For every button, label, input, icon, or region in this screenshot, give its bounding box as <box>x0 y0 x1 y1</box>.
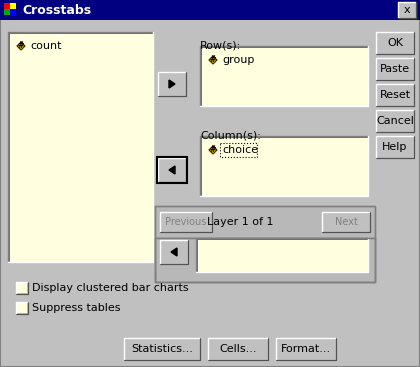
Polygon shape <box>209 56 217 64</box>
Text: #: # <box>210 55 216 65</box>
Text: x: x <box>404 5 410 15</box>
Text: Cells...: Cells... <box>219 344 257 354</box>
Text: Paste: Paste <box>380 64 410 74</box>
Polygon shape <box>169 166 175 174</box>
Bar <box>155 238 375 282</box>
Bar <box>17 283 27 293</box>
Bar <box>155 206 375 282</box>
Bar <box>376 84 414 106</box>
Bar <box>10 9 16 15</box>
Text: Help: Help <box>382 142 408 152</box>
Bar <box>16 302 28 314</box>
Text: Suppress tables: Suppress tables <box>32 303 121 313</box>
Text: #: # <box>210 145 216 155</box>
Bar <box>200 136 368 196</box>
Bar <box>200 46 368 106</box>
Text: Next: Next <box>335 217 357 227</box>
Bar <box>4 9 10 15</box>
Bar <box>160 212 212 232</box>
Bar <box>158 72 186 96</box>
Text: Cancel: Cancel <box>376 116 414 126</box>
Text: Crosstabs: Crosstabs <box>22 4 91 17</box>
Bar <box>155 206 375 238</box>
Bar <box>376 32 414 54</box>
Polygon shape <box>169 80 175 88</box>
Bar <box>196 238 368 272</box>
Text: count: count <box>30 41 61 51</box>
Text: Row(s):: Row(s): <box>200 40 241 50</box>
Bar <box>4 3 10 9</box>
Text: Display clustered bar charts: Display clustered bar charts <box>32 283 189 293</box>
Bar <box>208 338 268 360</box>
Polygon shape <box>17 42 25 50</box>
Bar <box>8 32 153 262</box>
Bar <box>376 136 414 158</box>
Bar <box>155 238 375 282</box>
Polygon shape <box>171 248 177 256</box>
Bar <box>220 143 257 157</box>
Text: Statistics...: Statistics... <box>131 344 193 354</box>
Bar <box>322 212 370 232</box>
Text: choice: choice <box>222 145 258 155</box>
Text: Column(s):: Column(s): <box>200 130 261 140</box>
Bar <box>17 303 27 313</box>
Text: OK: OK <box>387 38 403 48</box>
Bar <box>158 158 186 182</box>
Bar <box>124 338 200 360</box>
Text: group: group <box>222 55 255 65</box>
Text: Reset: Reset <box>379 90 411 100</box>
Bar <box>376 58 414 80</box>
Text: Layer 1 of 1: Layer 1 of 1 <box>207 217 273 227</box>
Bar <box>10 3 16 9</box>
Bar <box>0 0 420 20</box>
Bar <box>276 338 336 360</box>
Text: Format...: Format... <box>281 344 331 354</box>
Bar <box>157 157 187 183</box>
Bar <box>16 282 28 294</box>
Text: #: # <box>18 41 24 51</box>
Text: Previous: Previous <box>165 217 207 227</box>
Bar <box>160 240 188 264</box>
Bar <box>376 110 414 132</box>
Polygon shape <box>209 146 217 154</box>
Bar <box>398 2 416 18</box>
